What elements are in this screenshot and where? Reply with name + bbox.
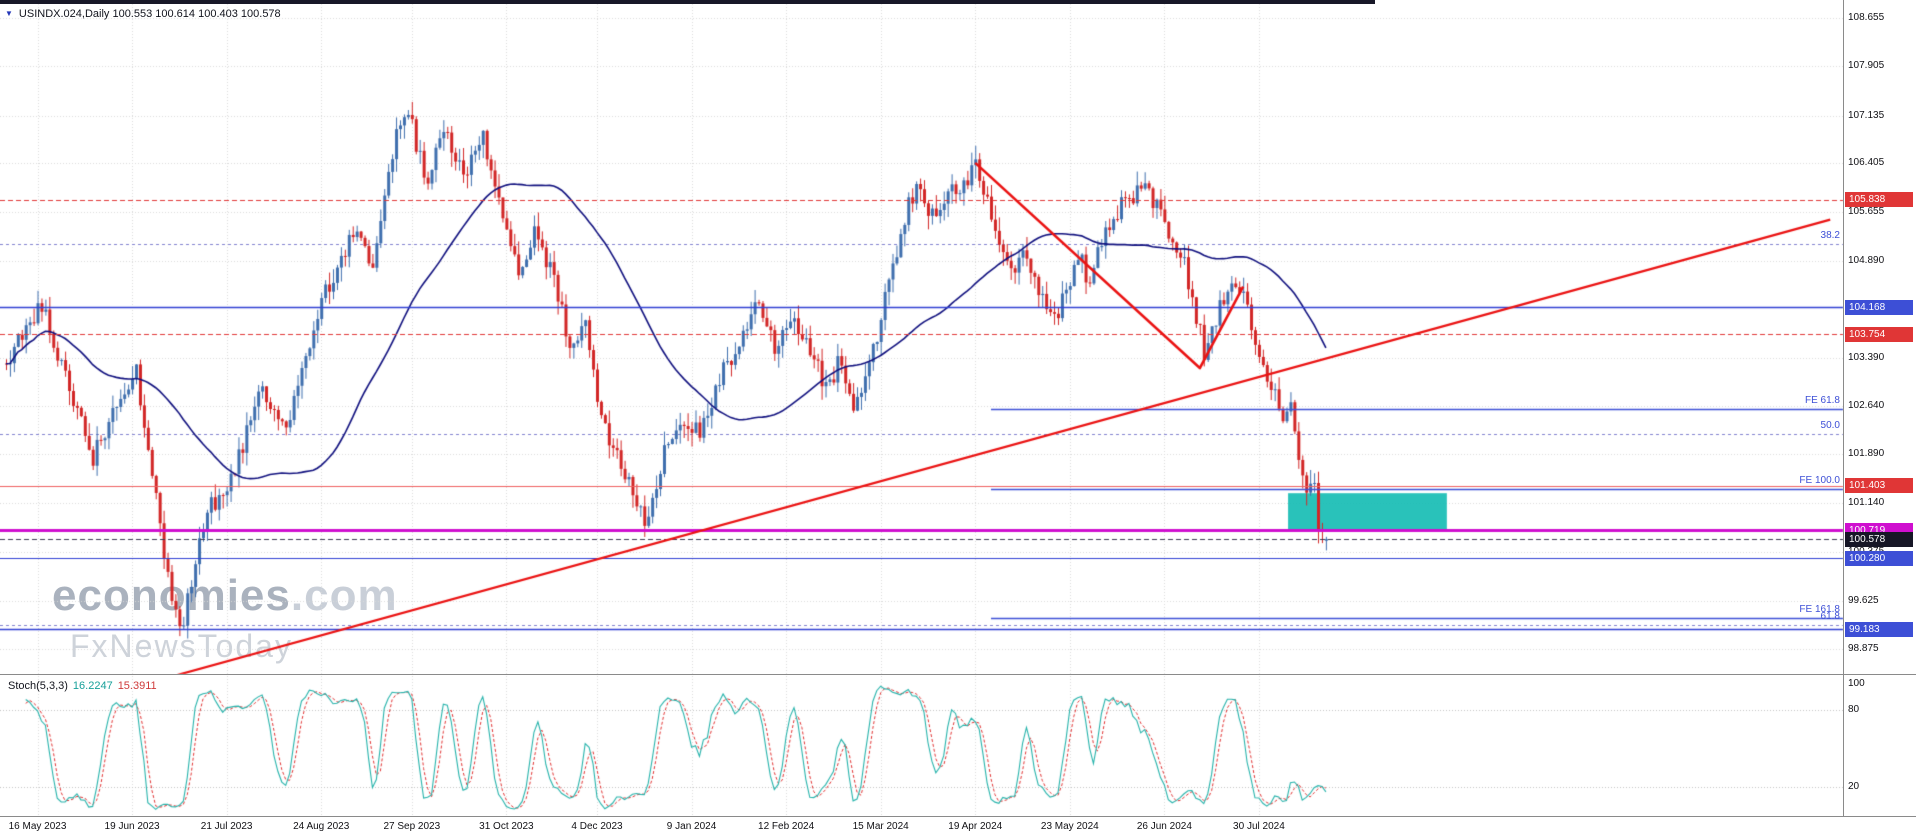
fib-expansion-label: FE 161.8 [1799, 604, 1840, 616]
price-level-badge: 104.168 [1845, 299, 1913, 315]
stoch-indicator-label: Stoch(5,3,3) 16.2247 15.3911 [8, 680, 157, 692]
fib-retracement-label: 61.8 [1820, 610, 1840, 622]
stoch-axis-tick: 20 [1848, 781, 1860, 793]
date-axis-tick: 19 Jun 2023 [104, 821, 160, 832]
price-axis-tick: 103.390 [1848, 351, 1885, 363]
price-axis-tick: 102.640 [1848, 400, 1885, 412]
date-axis-tick: 15 Mar 2024 [852, 821, 909, 832]
price-axis-tick: 101.890 [1848, 448, 1885, 460]
stoch-axis-tick: 100 [1848, 678, 1865, 689]
stoch-dateaxis-separator [0, 816, 1916, 817]
price-level-badge: 100.578 [1845, 531, 1913, 547]
date-axis-tick: 9 Jan 2024 [666, 821, 717, 832]
window-top-border [0, 0, 1375, 4]
price-axis-tick: 105.655 [1848, 205, 1885, 217]
price-level-badge: 103.754 [1845, 326, 1913, 342]
date-axis-tick: 31 Oct 2023 [479, 821, 534, 832]
date-axis-tick: 24 Aug 2023 [293, 821, 350, 832]
main-stoch-separator[interactable] [0, 674, 1916, 675]
price-level-badge: 101.403 [1845, 478, 1913, 494]
stoch-axis-tick: 80 [1848, 703, 1860, 715]
price-axis-tick: 99.625 [1848, 594, 1879, 606]
date-axis-tick: 4 Dec 2023 [571, 821, 623, 832]
date-axis-tick: 30 Jul 2024 [1233, 821, 1285, 832]
price-axis-tick: 104.890 [1848, 254, 1885, 266]
stoch-d-value: 15.3911 [117, 680, 157, 692]
price-level-badge: 99.183 [1845, 621, 1913, 637]
price-axis-tick: 107.135 [1848, 110, 1885, 122]
price-axis-tick: 101.140 [1848, 496, 1885, 508]
price-axis-tick: 106.405 [1848, 157, 1885, 169]
symbol-ohlc-text: USINDX.024,Daily 100.553 100.614 100.403… [18, 8, 281, 20]
fib-retracement-label: 50.0 [1820, 420, 1840, 432]
date-axis-tick: 16 May 2023 [8, 821, 67, 832]
fib-expansion-label: FE 100.0 [1799, 475, 1840, 487]
stoch-k-value: 16.2247 [72, 680, 113, 692]
price-axis-tick: 108.655 [1848, 12, 1885, 23]
price-level-badge: 105.838 [1845, 192, 1913, 208]
date-axis-tick: 26 Jun 2024 [1136, 821, 1192, 832]
symbol-marker-icon: ▼ [5, 9, 13, 18]
price-level-badge: 100.280 [1845, 550, 1913, 566]
date-axis-tick: 27 Sep 2023 [383, 821, 441, 832]
date-axis-tick: 12 Feb 2024 [758, 821, 815, 832]
fib-retracement-label: 38.2 [1820, 230, 1840, 242]
chart-title: ▼ USINDX.024,Daily 100.553 100.614 100.4… [5, 8, 281, 20]
price-axis-tick: 107.905 [1848, 60, 1885, 72]
price-axis-border [1843, 0, 1844, 816]
fib-expansion-label: FE 61.8 [1804, 395, 1840, 407]
price-axis-tick: 98.875 [1848, 643, 1879, 654]
date-axis-tick: 21 Jul 2023 [200, 821, 253, 832]
date-axis-tick: 19 Apr 2024 [948, 821, 1003, 832]
date-axis-tick: 23 May 2024 [1040, 821, 1099, 832]
